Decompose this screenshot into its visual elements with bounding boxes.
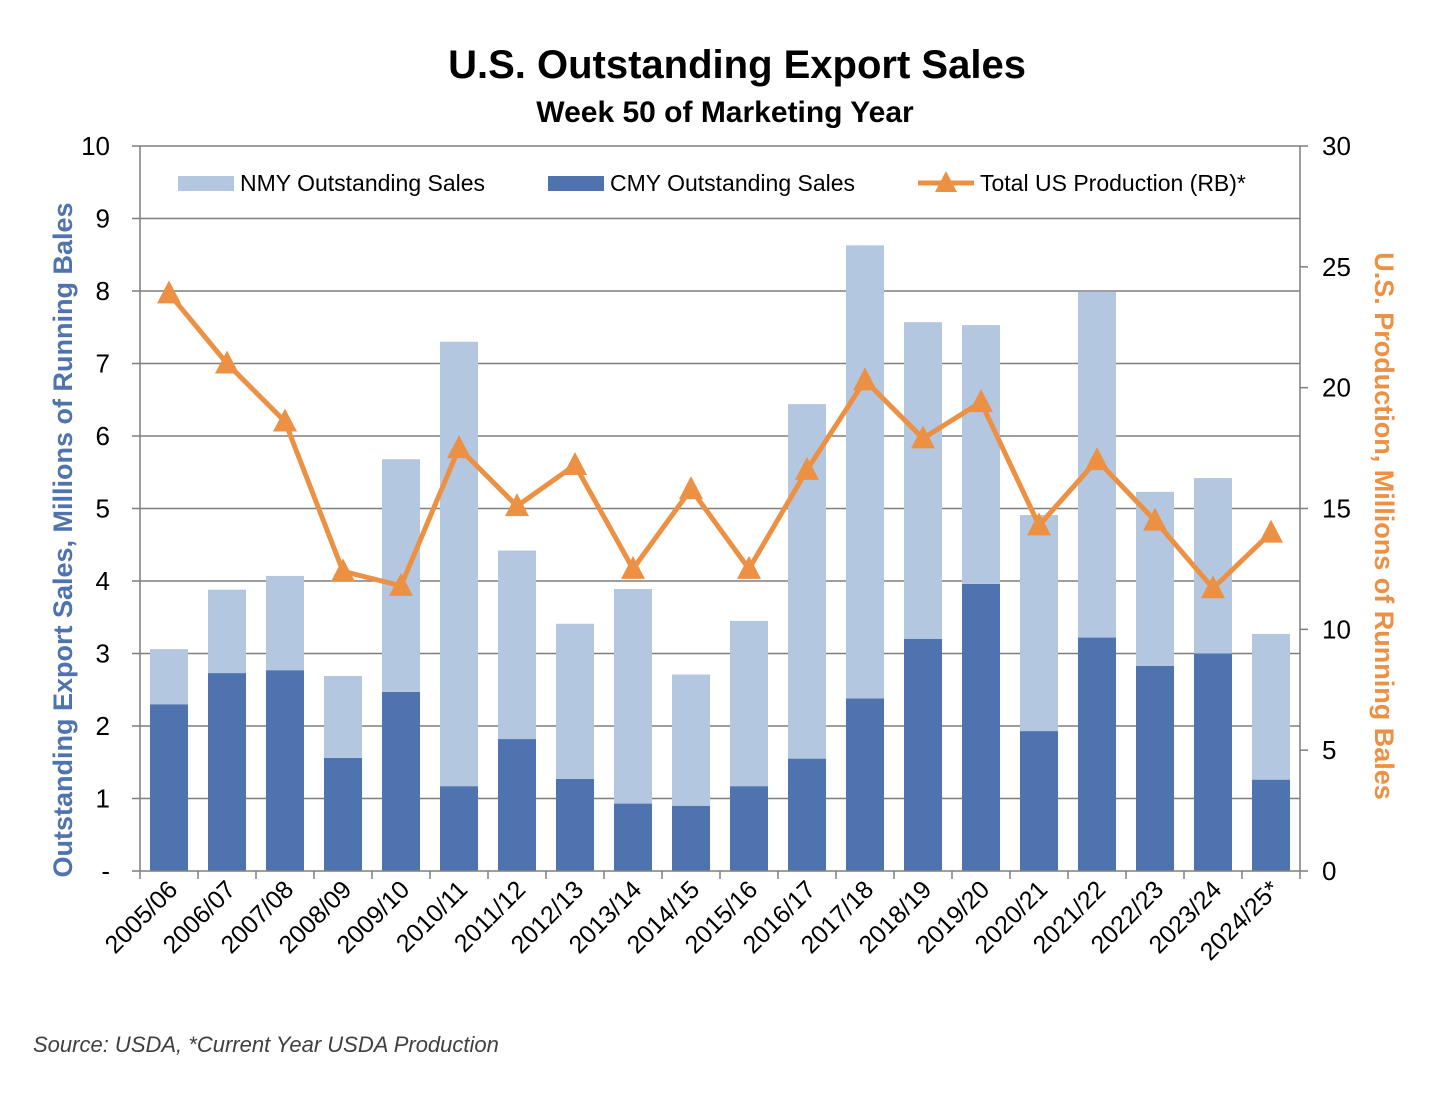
y-tick-label-left: 6 (96, 421, 110, 451)
bar-nmy (266, 575, 304, 671)
bar-nmy (1252, 633, 1290, 780)
bar-cmy (614, 803, 652, 871)
production-marker (447, 435, 471, 459)
production-marker (563, 452, 587, 475)
y-tick-label-left: 7 (96, 349, 110, 379)
bar-cmy (672, 805, 710, 871)
y-tick-label-left: 4 (96, 566, 110, 596)
production-marker (1027, 512, 1051, 536)
bar-nmy (440, 341, 478, 787)
production-marker (1085, 447, 1109, 471)
bar-cmy (846, 698, 884, 871)
y-tick-label-left: 2 (96, 711, 110, 741)
y-tick-label-left: 8 (96, 276, 110, 306)
bar-cmy (1020, 731, 1058, 871)
source-note: Source: USDA, *Current Year USDA Product… (33, 1032, 499, 1057)
bar-nmy (672, 674, 710, 806)
bar-nmy (1020, 515, 1058, 732)
bar-nmy (498, 550, 536, 740)
production-marker (621, 555, 645, 579)
bars (150, 245, 1290, 871)
legend-label-production: Total US Production (RB)* (980, 170, 1246, 196)
production-marker (679, 476, 703, 500)
bar-cmy (1252, 779, 1290, 871)
production-line (157, 280, 1283, 599)
bar-cmy (1136, 665, 1174, 871)
bar-cmy (498, 739, 536, 871)
bar-nmy (846, 245, 884, 699)
bar-cmy (382, 691, 420, 871)
y-tick-label-right: 15 (1322, 494, 1351, 524)
legend-label-nmy: NMY Outstanding Sales (240, 170, 485, 196)
y-tick-label-left: 1 (96, 784, 110, 814)
bar-cmy (324, 757, 362, 871)
y-tick-label-right: 20 (1322, 373, 1351, 403)
legend: NMY Outstanding Sales CMY Outstanding Sal… (178, 170, 1246, 196)
y-tick-label-left: - (101, 856, 110, 886)
bar-cmy (788, 758, 826, 871)
chart-subtitle: Week 50 of Marketing Year (536, 96, 914, 129)
y-tick-label-right: 30 (1322, 131, 1351, 161)
production-line-path (167, 291, 1273, 591)
bar-nmy (150, 649, 188, 705)
bar-cmy (1078, 637, 1116, 871)
y-tick-label-left: 5 (96, 494, 110, 524)
bar-cmy (440, 786, 478, 871)
bar-nmy (730, 620, 768, 787)
bar-nmy (556, 623, 594, 779)
production-marker (1259, 519, 1283, 543)
y-tick-label-left: 10 (81, 131, 110, 161)
production-marker (215, 350, 239, 374)
production-marker (273, 408, 297, 432)
y-axis-label-right: U.S. Production, Millions of Running Bal… (1369, 252, 1399, 800)
y-tick-label-right: 5 (1322, 735, 1336, 765)
production-marker (1143, 507, 1167, 531)
bar-cmy (266, 670, 304, 871)
legend-swatch-production-marker (935, 171, 957, 192)
y-tick-label-right: 0 (1322, 856, 1336, 886)
y-tick-label-right: 25 (1322, 252, 1351, 282)
production-marker (969, 389, 993, 413)
production-marker (853, 367, 877, 391)
production-marker (795, 456, 819, 480)
production-marker (911, 425, 935, 449)
production-marker (1201, 575, 1225, 599)
y-tick-label-left: 3 (96, 639, 110, 669)
bar-nmy (614, 588, 652, 804)
gridlines (140, 145, 1300, 800)
production-marker (157, 280, 181, 304)
legend-label-cmy: CMY Outstanding Sales (610, 170, 855, 196)
bar-nmy (962, 325, 1000, 584)
bar-cmy (962, 583, 1000, 871)
bar-nmy (1194, 478, 1232, 654)
legend-swatch-nmy (178, 176, 234, 191)
production-marker (331, 558, 355, 582)
bar-cmy (1194, 653, 1232, 871)
y-tick-label-left: 9 (96, 204, 110, 234)
bar-cmy (730, 786, 768, 871)
chart-title: U.S. Outstanding Export Sales (448, 43, 1026, 87)
bar-cmy (208, 673, 246, 871)
y-axis-label-left: Outstanding Export Sales, Millions of Ru… (48, 202, 78, 877)
bar-cmy (150, 704, 188, 871)
legend-swatch-cmy (548, 176, 604, 191)
production-marker (389, 572, 413, 596)
production-marker (505, 493, 529, 517)
bar-cmy (556, 778, 594, 871)
bar-nmy (324, 675, 362, 758)
production-marker (737, 555, 761, 579)
bar-cmy (904, 639, 942, 871)
bar-nmy (904, 322, 942, 639)
bar-nmy (208, 589, 246, 674)
y-tick-label-right: 10 (1322, 614, 1351, 644)
